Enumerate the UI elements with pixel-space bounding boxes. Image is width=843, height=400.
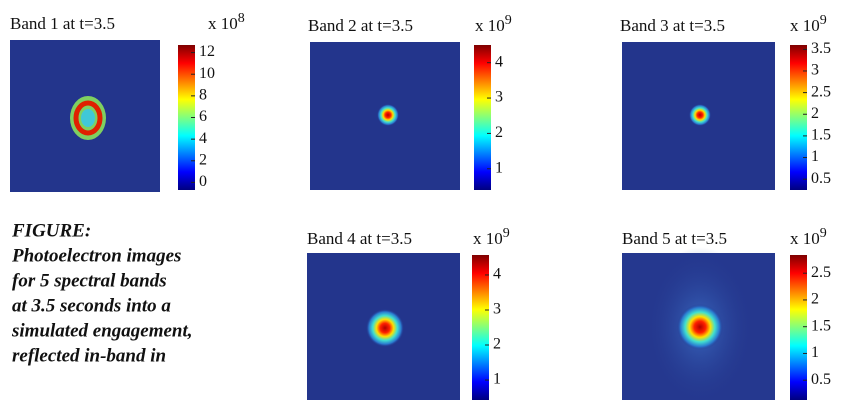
colorbar-tick-label: 2.5	[811, 83, 831, 100]
scale-label: x 109	[790, 226, 827, 248]
colorbar-tick-label: 1	[493, 371, 501, 388]
panel-title: Band 2 at t=3.5	[308, 16, 413, 35]
colorbar-tick-label: 12	[199, 43, 215, 60]
scale-base: x 10	[790, 16, 820, 35]
colorbar-tick-label: 0.5	[811, 170, 831, 187]
colorbar-tick-label: 1.5	[811, 127, 831, 144]
colorbar-tick-label: 3	[811, 62, 819, 79]
colorbar-tick-label: 4	[199, 130, 207, 147]
scale-exponent: 9	[503, 226, 510, 241]
images	[10, 40, 775, 400]
colorbar-tick-label: 0.5	[811, 371, 831, 388]
scale-label: x 109	[475, 13, 512, 35]
colorbar-tick-label: 2	[495, 124, 503, 141]
colorbar-tick-label: 3	[493, 301, 501, 318]
scale-exponent: 8	[238, 11, 245, 26]
colorbar-tick-label: 1	[495, 159, 503, 176]
panel-title: Band 5 at t=3.5	[622, 229, 727, 248]
colorbar-tick-label: 6	[199, 108, 207, 125]
scale-exponent: 9	[820, 13, 827, 28]
panel-title: Band 1 at t=3.5	[10, 14, 115, 33]
scale-exponent: 9	[505, 13, 512, 28]
colorbar-tick-label: 1	[811, 148, 819, 165]
caption-line: at 3.5 seconds into a	[12, 295, 171, 316]
scale-exponent: 9	[820, 226, 827, 241]
colorbar-tick-label: 8	[199, 87, 207, 104]
colorbar-tick-label: 2	[811, 291, 819, 308]
caption-line: for 5 spectral bands	[12, 270, 167, 291]
blob	[73, 100, 103, 136]
colorbar-tick-label: 4	[493, 266, 501, 283]
colorbar	[178, 45, 195, 190]
blob	[81, 109, 95, 127]
scale-base: x 10	[208, 14, 238, 33]
colorbar-tick-label: 2	[493, 336, 501, 353]
colorbar-tick-label: 4	[495, 53, 503, 70]
scale-base: x 10	[473, 229, 503, 248]
colorbar	[472, 255, 489, 400]
caption-line: reflected in-band in	[12, 345, 166, 366]
colorbar-tick-label: 1	[811, 344, 819, 361]
blob	[377, 104, 399, 126]
scale-base: x 10	[475, 16, 505, 35]
blob	[366, 309, 404, 347]
colorbar	[474, 45, 491, 190]
blob	[689, 104, 711, 126]
colorbar-tick-label: 2	[199, 151, 207, 168]
colorbar-tick-label: 2	[811, 105, 819, 122]
colorbar-tick-label: 1.5	[811, 317, 831, 334]
colorbar-tick-label: 2.5	[811, 264, 831, 281]
colorbar-tick-label: 3	[495, 89, 503, 106]
caption-line: simulated engagement,	[11, 320, 193, 341]
colorbar	[790, 45, 807, 190]
caption-line: Photoelectron images	[11, 245, 181, 266]
scale-base: x 10	[790, 229, 820, 248]
scale-label: x 108	[208, 11, 245, 33]
scale-label: x 109	[790, 13, 827, 35]
scale-label: x 109	[473, 226, 510, 248]
blob	[677, 304, 723, 350]
colorbar	[790, 255, 807, 400]
panel-title: Band 3 at t=3.5	[620, 16, 725, 35]
colorbar-tick-label: 0	[199, 173, 207, 190]
panel-title: Band 4 at t=3.5	[307, 229, 412, 248]
colorbar-tick-label: 10	[199, 65, 215, 82]
colorbar-tick-label: 3.5	[811, 40, 831, 57]
caption-line: FIGURE:	[11, 220, 91, 241]
